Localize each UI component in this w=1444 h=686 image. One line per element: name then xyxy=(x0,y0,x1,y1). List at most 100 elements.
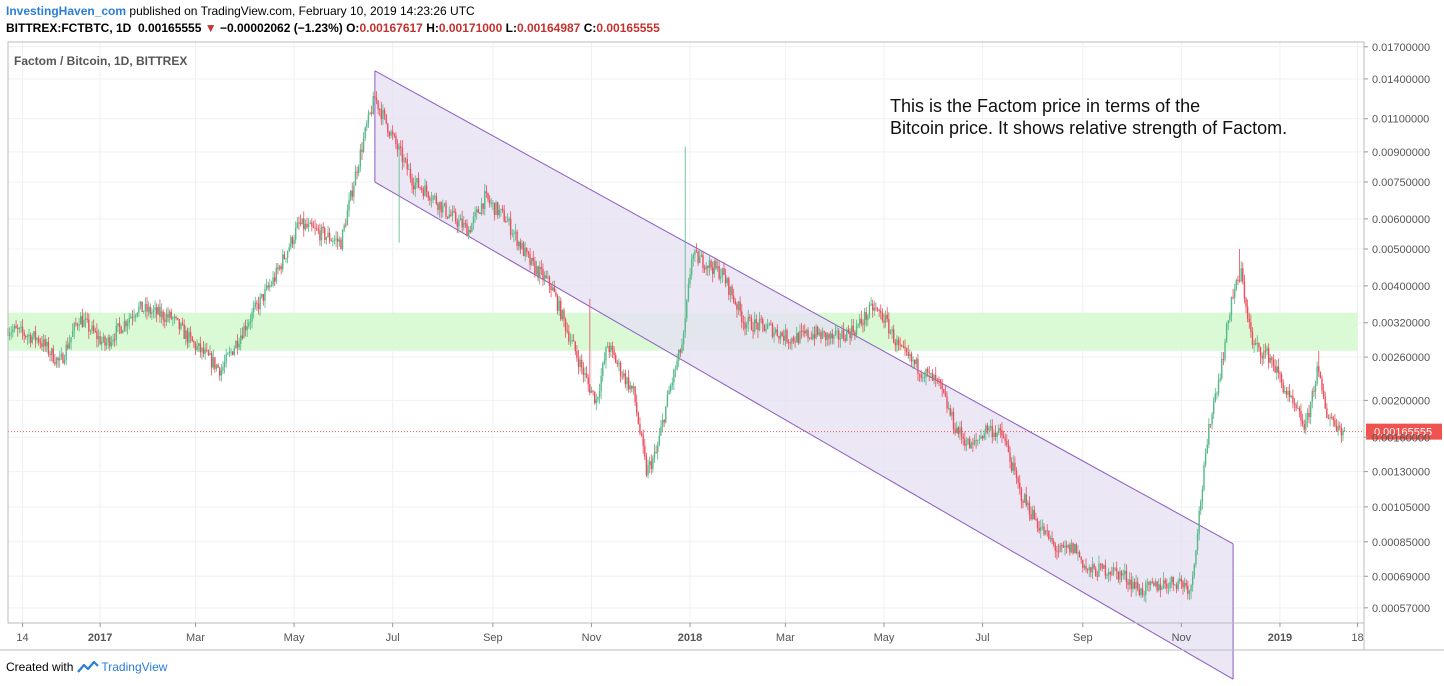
candle-body xyxy=(246,326,248,331)
candle-body xyxy=(1169,582,1171,588)
candle-body xyxy=(283,254,286,259)
candle-body xyxy=(359,149,362,167)
candle-body xyxy=(477,209,480,213)
candle-body xyxy=(70,336,72,343)
candle-body xyxy=(621,375,623,377)
candle-body xyxy=(47,341,50,355)
candle-body xyxy=(901,345,903,347)
candle-body xyxy=(526,247,528,252)
y-tick-label: 0.00200000 xyxy=(1372,395,1430,407)
candle-body xyxy=(956,427,958,433)
candle-body xyxy=(745,324,748,329)
candle-body xyxy=(711,267,714,274)
candle-body xyxy=(230,351,232,353)
candle-body xyxy=(936,378,939,380)
low-label: L: xyxy=(505,21,517,35)
candle-body xyxy=(642,434,644,447)
candle-body xyxy=(448,214,450,218)
candle-body xyxy=(430,199,433,201)
candle-body xyxy=(189,332,192,337)
candle-body xyxy=(720,276,722,279)
candle-body xyxy=(401,147,404,163)
candle-body xyxy=(758,318,761,330)
candle-body xyxy=(842,330,845,339)
candle-body xyxy=(543,275,546,280)
candle-body xyxy=(542,269,544,280)
candle-body xyxy=(1070,543,1073,553)
candle-body xyxy=(429,197,431,201)
candle-body xyxy=(994,432,997,438)
candle-body xyxy=(248,322,250,327)
candle-body xyxy=(33,331,35,337)
candle-body xyxy=(983,433,985,439)
candle-body xyxy=(597,396,599,400)
candle-body xyxy=(277,267,279,270)
tradingview-link[interactable]: TradingView xyxy=(101,660,168,674)
candle-body xyxy=(613,349,615,356)
candle-body xyxy=(311,222,313,227)
candle-body xyxy=(920,374,922,378)
candle-body xyxy=(403,158,405,163)
candle-body xyxy=(89,331,92,332)
candle-body xyxy=(1046,530,1048,532)
author-link[interactable]: InvestingHaven_com xyxy=(6,4,127,18)
candle-body xyxy=(408,169,410,170)
candle-body xyxy=(1140,588,1142,596)
candle-body xyxy=(1099,563,1102,565)
candle-body xyxy=(1133,581,1136,589)
candle-body xyxy=(71,330,74,337)
candle-body xyxy=(273,277,276,282)
candle-body xyxy=(104,336,106,346)
candle-body xyxy=(747,316,749,325)
candle-body xyxy=(726,278,728,284)
candle-body xyxy=(576,351,578,358)
candle-body xyxy=(923,377,926,379)
candle-body xyxy=(254,302,256,308)
candle-body xyxy=(282,254,284,270)
candle-body xyxy=(1183,582,1186,588)
candle-body xyxy=(1093,564,1095,569)
candle-body xyxy=(700,255,703,257)
candle-body xyxy=(522,243,525,256)
candle-body xyxy=(734,301,736,305)
candle-body xyxy=(1204,453,1207,466)
candle-body xyxy=(1264,350,1267,352)
candle-body xyxy=(398,146,400,150)
candle-body xyxy=(134,315,137,317)
candle-body xyxy=(157,306,160,315)
candle-body xyxy=(424,185,426,197)
tradingview-logo-icon xyxy=(77,660,100,673)
candle-body xyxy=(744,322,746,329)
candle-body xyxy=(629,385,631,390)
candle-body xyxy=(324,228,326,240)
candle-body xyxy=(412,185,415,190)
candle-body xyxy=(231,351,234,355)
candle-body xyxy=(1164,580,1166,584)
candle-body xyxy=(1324,396,1326,409)
candle-body xyxy=(1025,494,1027,506)
candle-body xyxy=(29,334,32,343)
candle-body xyxy=(177,317,179,320)
candle-body xyxy=(1138,589,1141,596)
y-tick-label: 0.00105000 xyxy=(1372,502,1430,514)
candle-body xyxy=(545,275,547,278)
x-tick-label: May xyxy=(284,632,305,644)
candle-body xyxy=(847,329,850,332)
channel-upper-line xyxy=(374,70,1234,545)
candle-body xyxy=(537,266,539,278)
candle-body xyxy=(459,218,462,221)
candle-body xyxy=(1103,565,1105,569)
candle-body xyxy=(31,336,33,343)
candle-body xyxy=(980,435,982,439)
candle-body xyxy=(1334,420,1336,427)
candle-body xyxy=(519,241,522,250)
candle-body xyxy=(1222,359,1225,360)
candle-body xyxy=(338,239,341,242)
candle-body xyxy=(1253,343,1255,345)
candle-body xyxy=(484,191,486,209)
candle-body xyxy=(427,191,429,198)
candle-body xyxy=(724,274,727,284)
candle-body xyxy=(828,334,830,339)
candle-body xyxy=(610,345,612,352)
